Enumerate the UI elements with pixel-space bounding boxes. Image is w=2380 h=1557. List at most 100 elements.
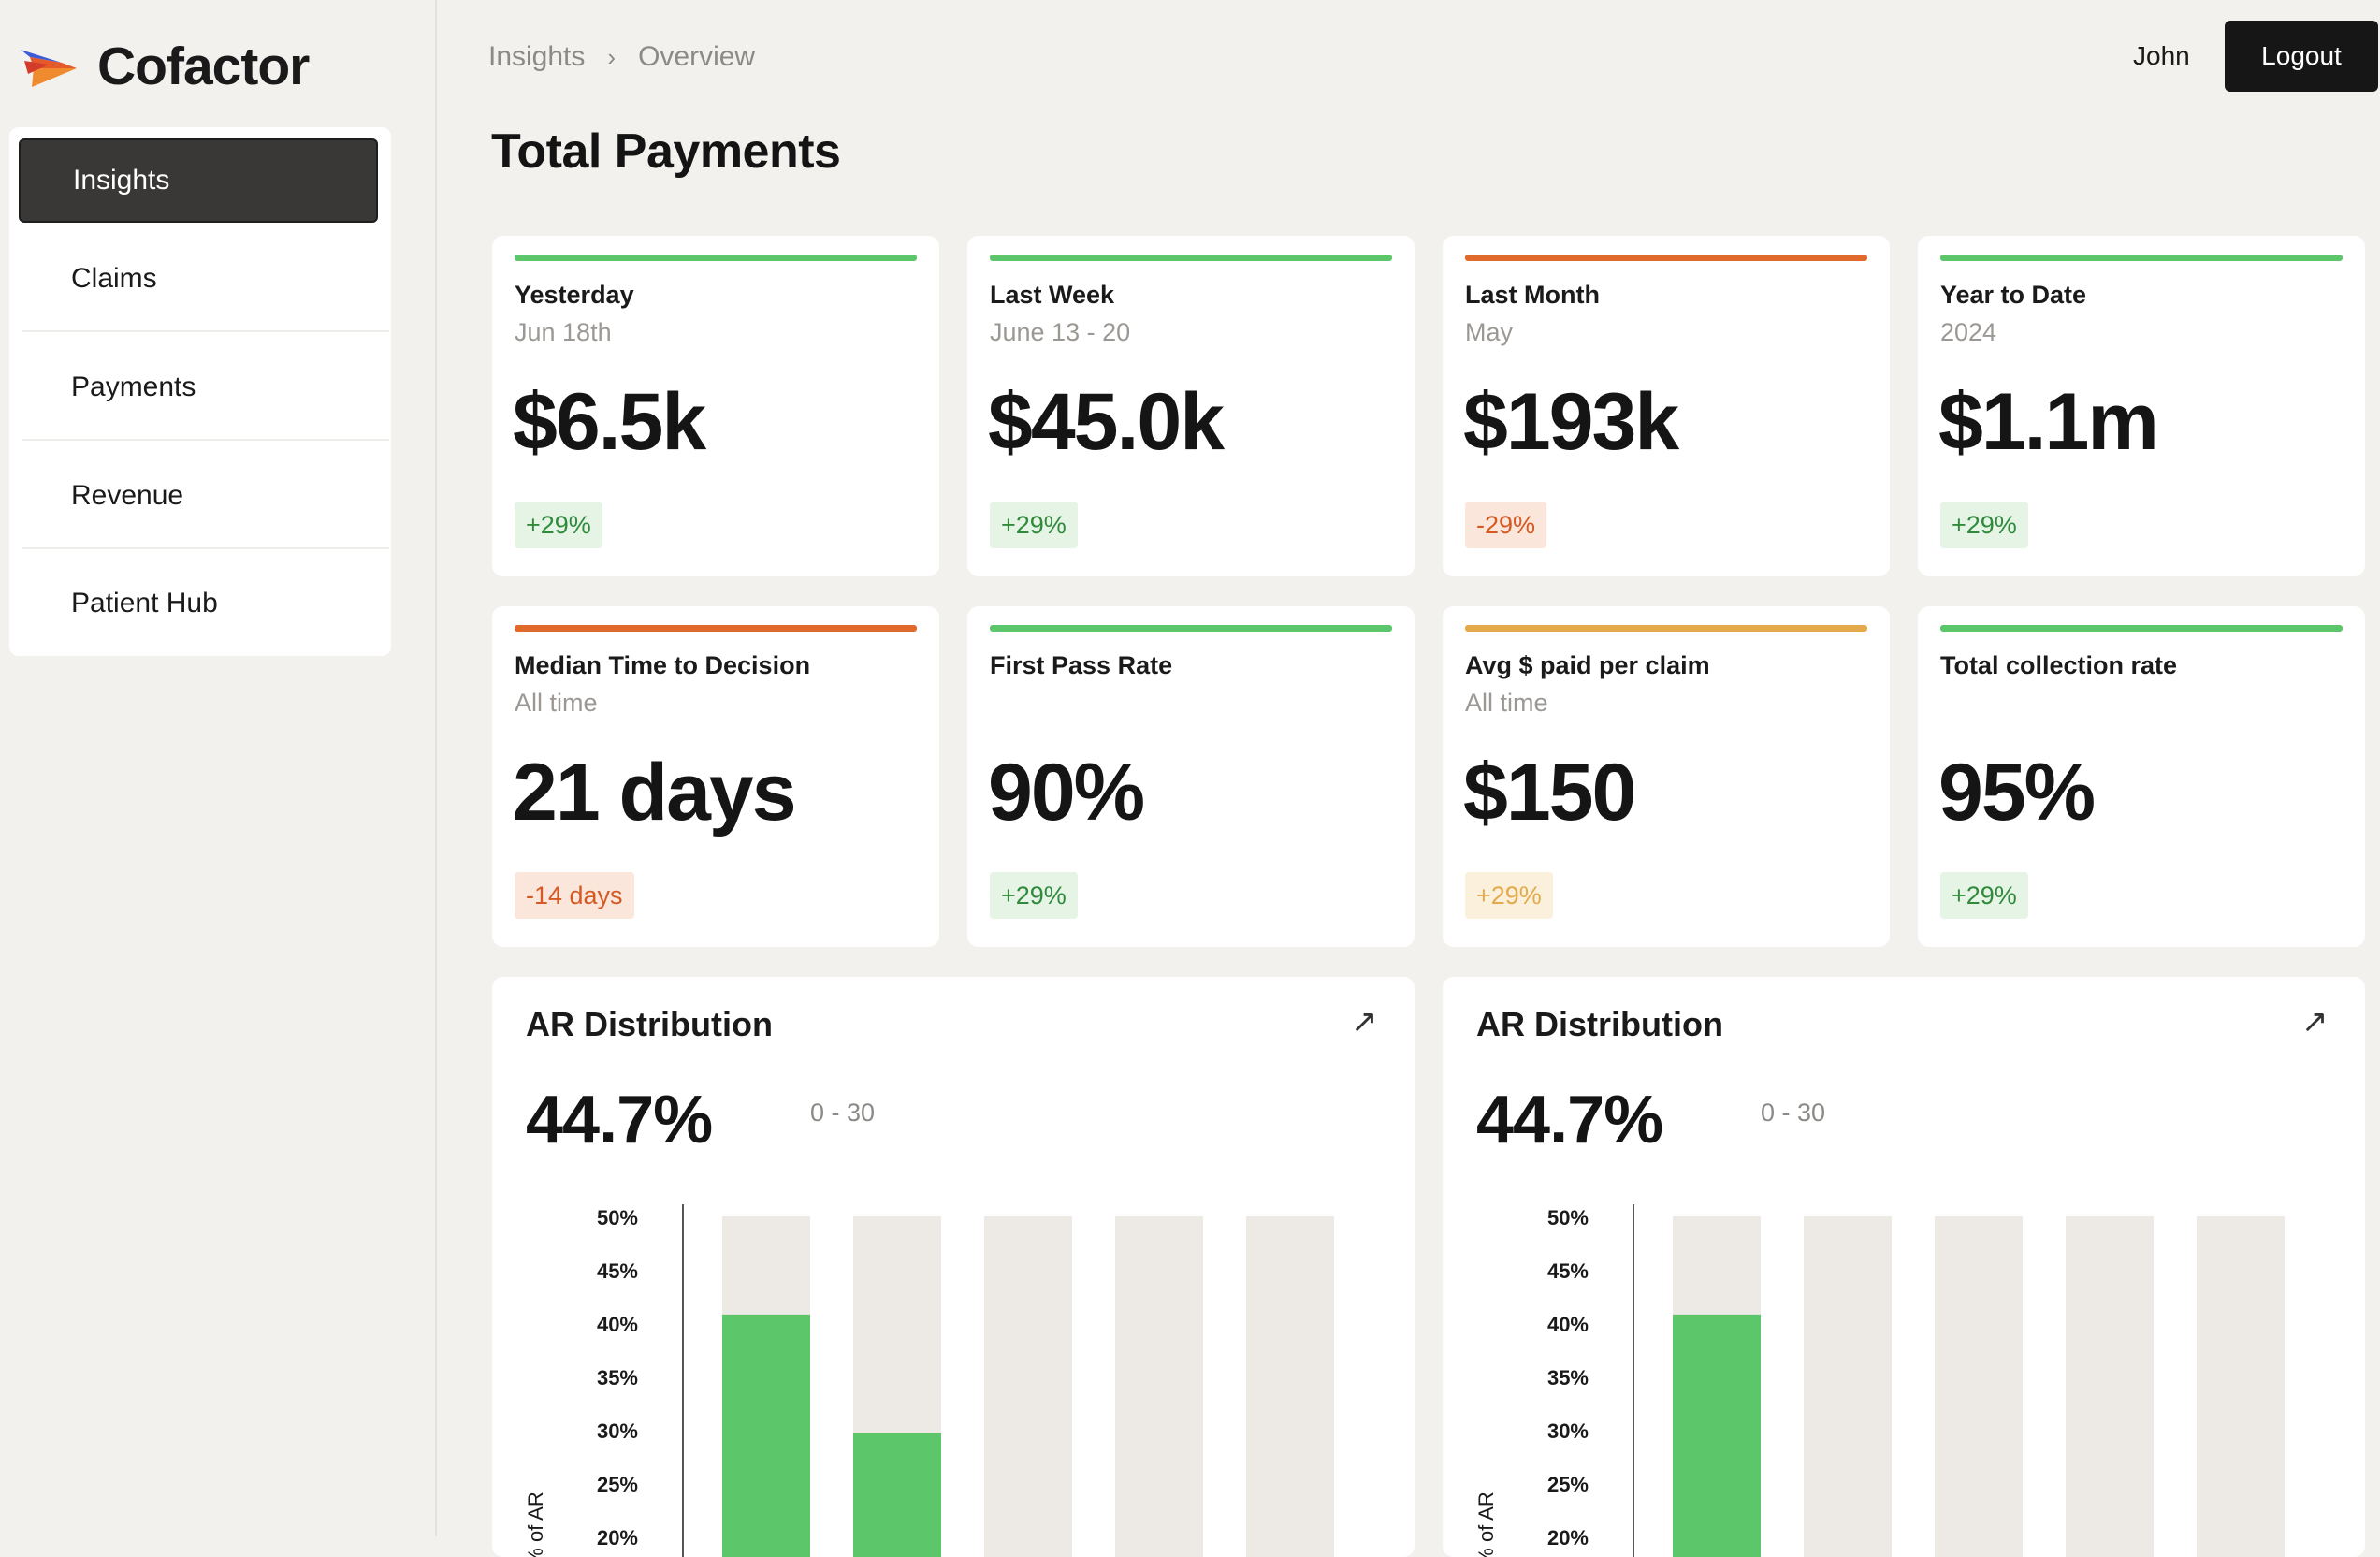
panel-value: 44.7%	[526, 1083, 713, 1157]
y-tick-label: 30%	[597, 1419, 638, 1443]
sidebar-item-patient-hub[interactable]: Patient Hub	[19, 561, 378, 646]
ar-distribution-panel: AR Distribution ↗ 44.7% 0 - 30 50% 45% 40%…	[1443, 977, 2365, 1557]
bar-value	[853, 1433, 941, 1557]
bar-track	[1935, 1216, 2023, 1557]
y-axis-label: % of AR	[524, 1492, 547, 1557]
y-tick-label: 30%	[1547, 1419, 1589, 1443]
y-tick-label: 50%	[597, 1206, 638, 1230]
status-bar	[515, 625, 917, 632]
bar-track	[2197, 1216, 2285, 1557]
change-badge: +29%	[1940, 502, 2028, 548]
stat-title: Yesterday	[515, 281, 634, 309]
y-tick-label: 40%	[1547, 1313, 1589, 1336]
sidebar-item-label: Payments	[71, 371, 196, 402]
logout-button[interactable]: Logout	[2225, 21, 2378, 92]
sidebar-item-label: Patient Hub	[71, 588, 218, 618]
bar-track	[1804, 1216, 1892, 1557]
ar-distribution-chart: 50% 45% 40% 35% 30% 25% 20% % of AR	[1474, 1204, 2285, 1557]
sidebar-item-revenue[interactable]: Revenue	[19, 454, 378, 538]
status-bar	[990, 255, 1392, 261]
change-badge: +29%	[1940, 872, 2028, 919]
sidebar-item-payments[interactable]: Payments	[19, 345, 378, 429]
status-bar	[515, 255, 917, 261]
stat-title: Last Week	[990, 281, 1115, 309]
stat-card-yesterday[interactable]: Yesterday Jun 18th $6.5k +29%	[492, 236, 939, 576]
change-badge: -14 days	[515, 872, 634, 919]
sidebar-item-claims[interactable]: Claims	[19, 237, 378, 321]
bar-track	[2066, 1216, 2154, 1557]
status-bar	[1940, 625, 2343, 632]
stat-subtitle: Jun 18th	[515, 318, 612, 346]
sidebar-item-label: Claims	[71, 263, 157, 294]
stat-value: $1.1m	[1938, 377, 2159, 467]
y-tick-label: 45%	[1547, 1259, 1589, 1283]
cofactor-logo-icon	[21, 50, 77, 87]
user-name[interactable]: John	[2133, 41, 2190, 70]
y-tick-label: 50%	[1547, 1206, 1589, 1230]
y-axis-label: % of AR	[1474, 1492, 1498, 1557]
divider	[22, 547, 389, 549]
bar-value	[1673, 1314, 1761, 1557]
panel-range: 0 - 30	[810, 1099, 876, 1127]
sidebar-item-insights[interactable]: Insights	[19, 138, 378, 223]
panel-range: 0 - 30	[1761, 1099, 1826, 1127]
stat-card-first-pass-rate[interactable]: First Pass Rate 90% +29%	[967, 606, 1415, 947]
stat-title: Total collection rate	[1940, 651, 2178, 679]
change-badge: +29%	[1465, 872, 1553, 919]
breadcrumb-link-insights[interactable]: Insights	[488, 41, 586, 72]
stat-value: 95%	[1938, 748, 2096, 837]
bar-track	[1115, 1216, 1203, 1557]
logo[interactable]: Cofactor	[21, 36, 310, 97]
stat-card-median-time[interactable]: Median Time to Decision All time 21 days…	[492, 606, 939, 947]
sidebar: Cofactor Insights Claims Payments Revenu…	[0, 0, 437, 1536]
status-bar	[1465, 625, 1867, 632]
stat-title: Last Month	[1465, 281, 1600, 309]
ar-distribution-panel: AR Distribution ↗ 44.7% 0 - 30 50% 45% 40%…	[492, 977, 1415, 1557]
stat-card-avg-paid-per-claim[interactable]: Avg $ paid per claim All time $150 +29%	[1443, 606, 1890, 947]
expand-arrow-icon[interactable]: ↗	[2301, 1004, 2329, 1040]
status-bar	[1940, 255, 2343, 261]
y-tick-label: 40%	[597, 1313, 638, 1336]
y-tick-label: 20%	[1547, 1526, 1589, 1550]
stat-card-last-month[interactable]: Last Month May $193k -29%	[1443, 236, 1890, 576]
y-tick-label: 35%	[597, 1366, 638, 1390]
panel-title: AR Distribution	[1476, 1005, 1723, 1043]
status-bar	[990, 625, 1392, 632]
stat-value: $45.0k	[988, 377, 1225, 467]
stat-value: $6.5k	[513, 377, 706, 467]
sidebar-item-label: Revenue	[71, 480, 184, 511]
y-tick-label: 35%	[1547, 1366, 1589, 1390]
stat-title: Median Time to Decision	[515, 651, 811, 679]
expand-arrow-icon[interactable]: ↗	[1351, 1004, 1378, 1040]
stat-subtitle: All time	[515, 689, 598, 717]
chevron-right-icon: ›	[607, 42, 617, 71]
panel-title: AR Distribution	[526, 1005, 773, 1043]
stat-subtitle: All time	[1465, 689, 1548, 717]
stat-title: Avg $ paid per claim	[1465, 651, 1710, 679]
divider	[22, 439, 389, 441]
stat-card-last-week[interactable]: Last Week June 13 - 20 $45.0k +29%	[967, 236, 1415, 576]
status-bar	[1465, 255, 1867, 261]
stat-card-year-to-date[interactable]: Year to Date 2024 $1.1m +29%	[1918, 236, 2365, 576]
divider	[22, 330, 389, 332]
bar-value	[722, 1314, 810, 1557]
page-title: Total Payments	[491, 124, 841, 179]
y-tick-label: 25%	[597, 1473, 638, 1496]
stat-value: 21 days	[513, 748, 797, 837]
stat-card-total-collection-rate[interactable]: Total collection rate 95% +29%	[1918, 606, 2365, 947]
brand-name: Cofactor	[97, 36, 310, 96]
bar-track	[1246, 1216, 1334, 1557]
breadcrumb-current: Overview	[638, 41, 756, 72]
stat-value: $193k	[1463, 377, 1679, 467]
stat-title: First Pass Rate	[990, 651, 1173, 679]
stat-subtitle: June 13 - 20	[990, 318, 1131, 346]
stat-title: Year to Date	[1940, 281, 2087, 309]
sidebar-nav: Insights Claims Payments Revenue Patient…	[9, 127, 391, 656]
change-badge: -29%	[1465, 502, 1547, 548]
stat-value: 90%	[988, 748, 1145, 837]
bar-track	[984, 1216, 1072, 1557]
y-tick-label: 45%	[597, 1259, 638, 1283]
ar-distribution-chart: 50% 45% 40% 35% 30% 25% 20% % of AR	[524, 1204, 1334, 1557]
stat-subtitle: May	[1465, 318, 1514, 346]
y-tick-label: 25%	[1547, 1473, 1589, 1496]
